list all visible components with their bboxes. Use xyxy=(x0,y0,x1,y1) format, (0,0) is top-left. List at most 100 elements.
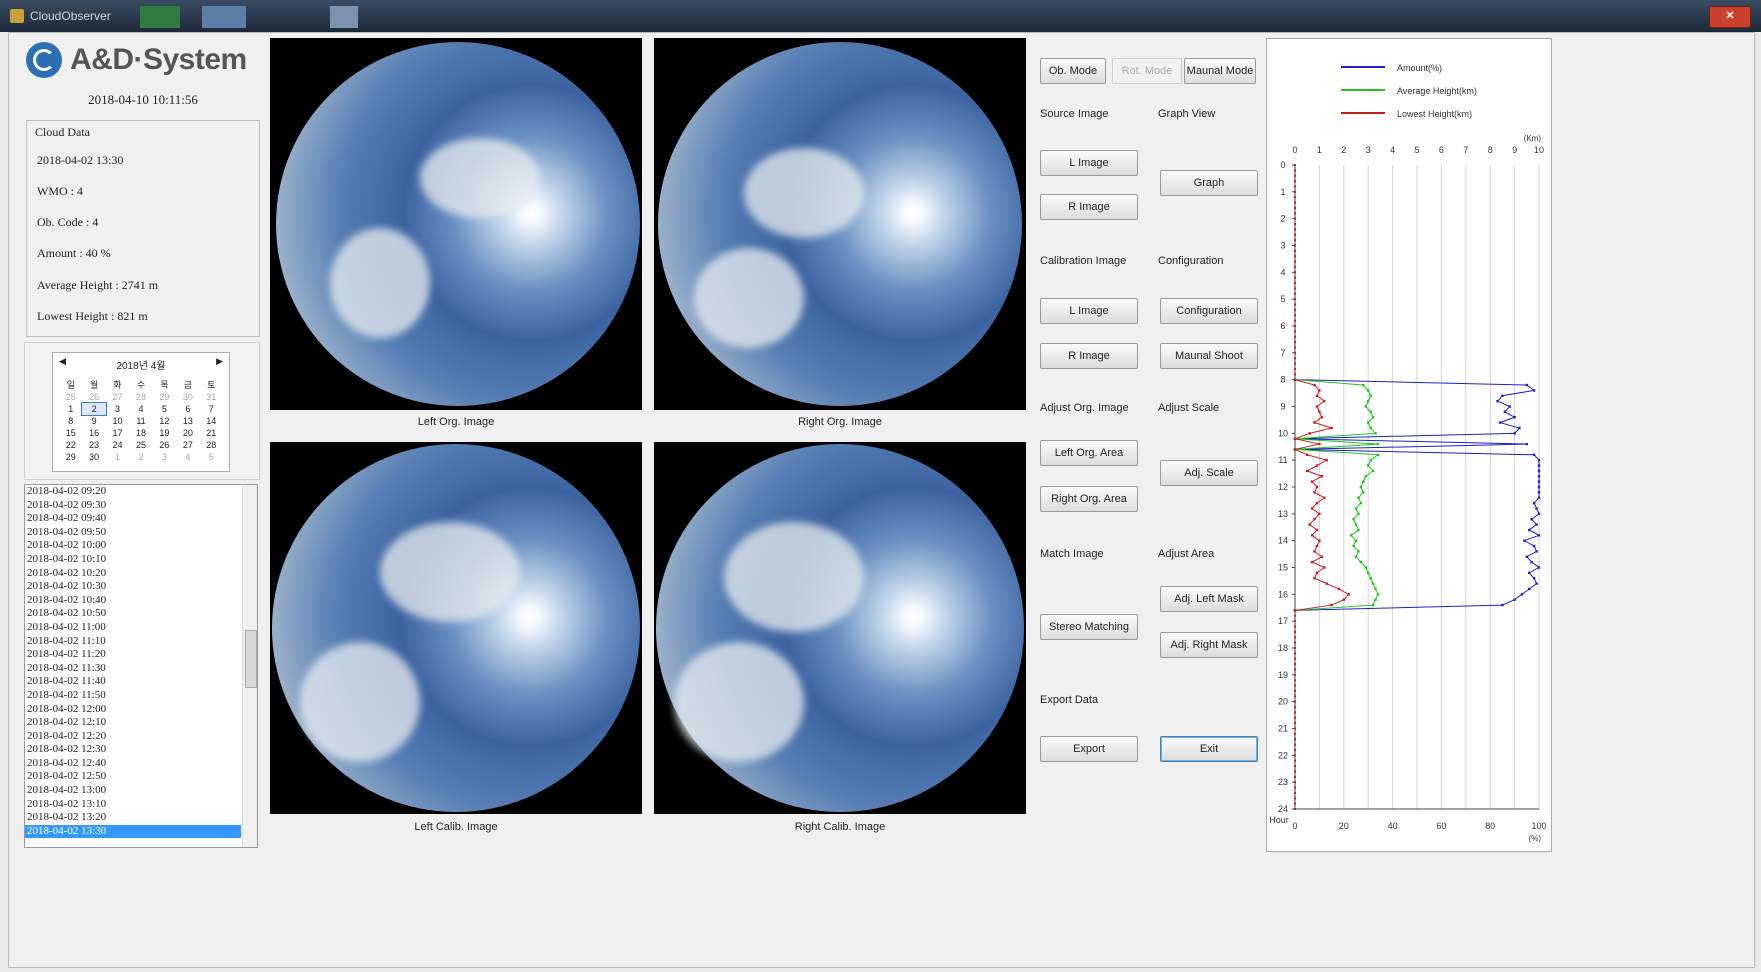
amount-point xyxy=(1537,458,1541,462)
list-item[interactable]: 2018-04-02 12:20 xyxy=(27,729,107,742)
ob-mode-button[interactable]: Ob. Mode xyxy=(1040,58,1106,84)
list-item[interactable]: 2018-04-02 10:10 xyxy=(27,552,107,565)
calendar-day[interactable]: 26 xyxy=(89,392,100,402)
calendar-day[interactable]: 30 xyxy=(182,392,193,402)
calendar-day[interactable]: 25 xyxy=(65,392,76,402)
calendar-day[interactable]: 2 xyxy=(81,402,107,416)
list-item[interactable]: 2018-04-02 11:10 xyxy=(27,634,106,647)
scrollbar-thumb[interactable] xyxy=(245,630,257,688)
calendar-day[interactable]: 24 xyxy=(112,440,123,450)
calendar-day[interactable]: 27 xyxy=(182,440,193,450)
calendar-day[interactable]: 1 xyxy=(68,404,74,414)
list-item[interactable]: 2018-04-02 11:30 xyxy=(27,661,106,674)
calendar-day[interactable]: 29 xyxy=(65,452,76,462)
list-item[interactable]: 2018-04-02 12:40 xyxy=(27,756,107,769)
calendar-day[interactable]: 12 xyxy=(159,416,170,426)
calendar[interactable]: ◀ 2018년 4월 ▶ 일 월 화 수 목 금 토 25 26 27 28 29 30 31 1 2 3 4 5 6… xyxy=(52,352,230,472)
list-item[interactable]: 2018-04-02 09:40 xyxy=(27,512,107,525)
calendar-prev-icon[interactable]: ◀ xyxy=(59,356,66,366)
list-item[interactable]: 2018-04-02 11:20 xyxy=(27,648,106,661)
calendar-day[interactable]: 29 xyxy=(159,392,170,402)
zero-marker xyxy=(1294,743,1296,746)
x-bottom-tick-label: 0 xyxy=(1292,821,1297,831)
calendar-day[interactable]: 23 xyxy=(89,440,100,450)
calendar-day[interactable]: 22 xyxy=(65,440,76,450)
calendar-day[interactable]: 3 xyxy=(115,404,121,414)
calendar-day[interactable]: 9 xyxy=(91,416,97,426)
calendar-day[interactable]: 1 xyxy=(115,452,121,462)
source-r-image-button[interactable]: R Image xyxy=(1040,194,1138,220)
manual-shoot-button[interactable]: Maunal Shoot xyxy=(1160,343,1258,369)
time-list[interactable]: 2018-04-02 09:20 2018-04-02 09:30 2018-04-… xyxy=(24,484,258,848)
zero-marker xyxy=(1294,668,1296,671)
calendar-day[interactable]: 6 xyxy=(185,404,191,414)
calendar-day[interactable]: 4 xyxy=(185,452,191,462)
adj-left-mask-button[interactable]: Adj. Left Mask xyxy=(1160,586,1258,612)
close-button[interactable]: ✕ xyxy=(1709,6,1751,28)
calendar-day[interactable]: 26 xyxy=(159,440,170,450)
source-l-image-button[interactable]: L Image xyxy=(1040,150,1138,176)
list-item[interactable]: 2018-04-02 10:00 xyxy=(27,539,107,552)
list-item[interactable]: 2018-04-02 12:10 xyxy=(27,716,107,729)
calendar-day[interactable]: 2 xyxy=(138,452,144,462)
calendar-day[interactable]: 18 xyxy=(135,428,146,438)
calendar-day[interactable]: 20 xyxy=(182,428,193,438)
calendar-day[interactable]: 31 xyxy=(206,392,217,402)
calendar-day[interactable]: 17 xyxy=(112,428,123,438)
calendar-day[interactable]: 14 xyxy=(206,416,217,426)
calendar-day[interactable]: 19 xyxy=(159,428,170,438)
list-item[interactable]: 2018-04-02 10:20 xyxy=(27,566,107,579)
calendar-day[interactable]: 30 xyxy=(89,452,100,462)
calendar-day[interactable]: 28 xyxy=(135,392,146,402)
calendar-day[interactable]: 5 xyxy=(208,452,214,462)
rot-mode-button[interactable]: Rot. Mode xyxy=(1112,58,1182,84)
list-item[interactable]: 2018-04-02 10:30 xyxy=(27,580,107,593)
calendar-day[interactable]: 16 xyxy=(89,428,100,438)
calendar-day[interactable]: 15 xyxy=(65,428,76,438)
graph-button[interactable]: Graph xyxy=(1160,170,1258,196)
calendar-day[interactable]: 28 xyxy=(206,440,217,450)
configuration-button[interactable]: Configuration xyxy=(1160,298,1258,324)
list-item[interactable]: 2018-04-02 09:30 xyxy=(27,498,107,511)
calendar-day[interactable]: 7 xyxy=(208,404,214,414)
calendar-day[interactable]: 10 xyxy=(112,416,123,426)
list-item[interactable]: 2018-04-02 13:20 xyxy=(27,811,107,824)
list-item[interactable]: 2018-04-02 13:10 xyxy=(27,797,107,810)
export-button[interactable]: Export xyxy=(1040,736,1138,762)
calendar-day[interactable]: 13 xyxy=(182,416,193,426)
time-list-scrollbar[interactable] xyxy=(242,485,257,847)
calendar-day[interactable]: 21 xyxy=(206,428,217,438)
list-item[interactable]: 2018-04-02 12:50 xyxy=(27,770,107,783)
calendar-day[interactable]: 5 xyxy=(161,404,167,414)
left-org-area-button[interactable]: Left Org. Area xyxy=(1040,440,1138,466)
exit-button[interactable]: Exit xyxy=(1160,736,1258,762)
list-item[interactable]: 2018-04-02 11:40 xyxy=(27,675,106,688)
zero-marker xyxy=(1294,223,1296,226)
calendar-day[interactable]: 3 xyxy=(161,452,167,462)
calendar-day[interactable]: 8 xyxy=(68,416,74,426)
right-org-area-button[interactable]: Right Org. Area xyxy=(1040,486,1138,512)
calendar-day[interactable]: 27 xyxy=(112,392,123,402)
list-item[interactable]: 2018-04-02 12:30 xyxy=(27,743,107,756)
calibration-l-image-button[interactable]: L Image xyxy=(1040,298,1138,324)
list-item[interactable]: 2018-04-02 09:20 xyxy=(27,485,107,497)
calendar-next-icon[interactable]: ▶ xyxy=(216,356,223,366)
adj-scale-button[interactable]: Adj. Scale xyxy=(1160,460,1258,486)
calendar-day[interactable]: 4 xyxy=(138,404,144,414)
stereo-matching-button[interactable]: Stereo Matching xyxy=(1040,614,1138,640)
left-org-caption: Left Org. Image xyxy=(417,416,495,428)
zero-marker xyxy=(1294,808,1296,810)
manual-mode-button[interactable]: Maunal Mode xyxy=(1184,58,1256,84)
calendar-day[interactable]: 11 xyxy=(136,416,146,426)
list-item[interactable]: 2018-04-02 09:50 xyxy=(27,525,107,538)
calendar-day[interactable]: 25 xyxy=(135,440,146,450)
list-item[interactable]: 2018-04-02 10:50 xyxy=(27,607,107,620)
calibration-r-image-button[interactable]: R Image xyxy=(1040,343,1138,369)
list-item[interactable]: 2018-04-02 12:00 xyxy=(27,702,107,715)
adj-right-mask-button[interactable]: Adj. Right Mask xyxy=(1160,632,1258,658)
list-item[interactable]: 2018-04-02 11:50 xyxy=(27,688,106,701)
list-item[interactable]: 2018-04-02 13:00 xyxy=(27,784,107,797)
list-item[interactable]: 2018-04-02 13:30 xyxy=(25,824,241,839)
list-item[interactable]: 2018-04-02 10:40 xyxy=(27,593,107,606)
list-item[interactable]: 2018-04-02 11:00 xyxy=(27,620,106,633)
